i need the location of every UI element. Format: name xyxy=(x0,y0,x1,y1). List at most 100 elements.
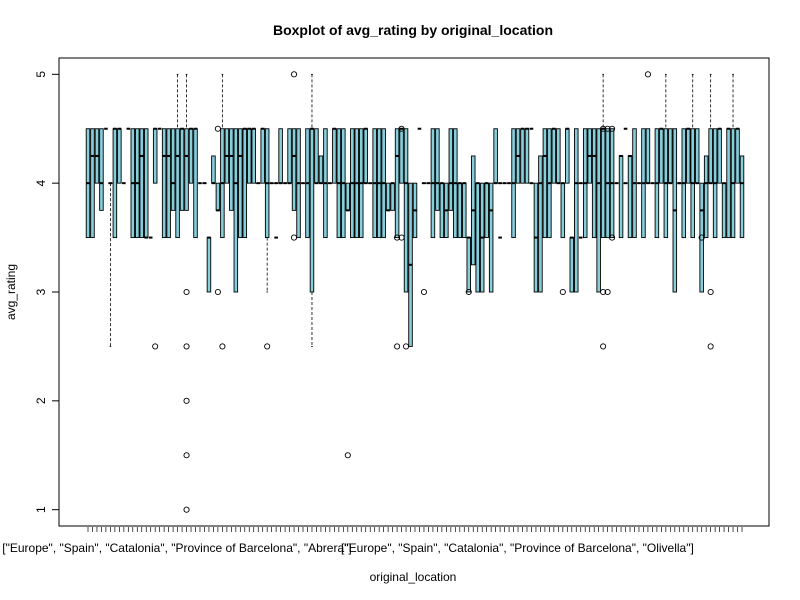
box-group xyxy=(306,129,310,238)
box-group xyxy=(162,129,166,238)
box-group xyxy=(628,156,632,238)
box-group xyxy=(118,129,122,183)
box-group xyxy=(609,126,614,240)
box-group xyxy=(557,129,561,183)
box xyxy=(395,129,399,238)
box-group xyxy=(184,74,189,512)
box-group xyxy=(521,129,525,183)
box-group xyxy=(466,238,471,295)
box-group xyxy=(215,126,220,294)
outlier-point xyxy=(153,344,158,349)
box-group xyxy=(664,74,668,237)
box xyxy=(243,129,247,238)
box xyxy=(597,129,601,292)
box xyxy=(467,238,471,292)
box-group xyxy=(601,74,606,349)
outlier-point xyxy=(601,344,606,349)
box-group xyxy=(413,183,417,237)
box-group xyxy=(288,129,292,183)
box-group xyxy=(279,129,283,183)
x-axis-label: original_location xyxy=(370,570,457,584)
outlier-point xyxy=(215,126,220,131)
box xyxy=(552,129,556,183)
box xyxy=(100,129,104,211)
box xyxy=(494,129,498,183)
box xyxy=(216,183,220,210)
box-group xyxy=(319,156,323,183)
box xyxy=(489,183,493,292)
box-group xyxy=(539,156,543,292)
box-group xyxy=(386,183,390,210)
box xyxy=(194,129,198,238)
box xyxy=(646,129,650,183)
box-group xyxy=(534,183,538,292)
outlier-point xyxy=(184,289,189,294)
box-group xyxy=(324,129,328,238)
box-group xyxy=(167,129,171,238)
box-group xyxy=(494,129,498,183)
box-group xyxy=(359,129,363,238)
box-group xyxy=(189,129,193,183)
x-axis xyxy=(88,526,742,532)
outlier-point xyxy=(708,289,713,294)
box xyxy=(686,129,690,183)
box xyxy=(162,129,166,238)
box xyxy=(333,129,337,183)
box-group xyxy=(560,183,565,294)
box-group xyxy=(225,129,229,183)
y-axis: 1 2 3 4 5 xyxy=(34,71,59,513)
box-group xyxy=(592,129,596,238)
box-group xyxy=(91,129,95,238)
box-group xyxy=(516,129,520,183)
box-group xyxy=(337,129,341,238)
box xyxy=(543,129,547,238)
box xyxy=(736,129,740,183)
box-group xyxy=(645,72,650,183)
outlier-point xyxy=(215,289,220,294)
box-group xyxy=(140,129,144,238)
box xyxy=(740,156,744,238)
box xyxy=(669,129,673,183)
box xyxy=(234,129,238,292)
box-group xyxy=(261,129,265,183)
box-group xyxy=(345,183,350,458)
box-group xyxy=(669,129,673,183)
box xyxy=(279,129,283,183)
box-group xyxy=(135,129,139,238)
y-tick-label: 5 xyxy=(34,71,48,78)
box-group xyxy=(740,156,744,238)
box-group xyxy=(489,183,493,292)
box-group xyxy=(95,129,99,183)
box xyxy=(539,156,543,292)
box xyxy=(709,129,713,183)
box-group xyxy=(731,74,735,237)
box xyxy=(700,183,704,292)
box xyxy=(247,129,251,183)
box-group xyxy=(619,156,623,238)
box xyxy=(458,183,462,237)
box-group xyxy=(673,129,677,292)
outlier-point xyxy=(184,453,189,458)
box-group xyxy=(239,129,243,238)
box-group xyxy=(436,129,440,211)
box-group xyxy=(445,183,449,237)
box-group xyxy=(315,129,319,183)
box-group xyxy=(566,129,570,183)
box-group xyxy=(642,129,646,238)
outlier-point xyxy=(220,344,225,349)
box xyxy=(239,129,243,238)
box xyxy=(261,129,265,183)
box-group xyxy=(588,129,592,183)
box-group xyxy=(113,129,117,238)
box xyxy=(207,238,211,292)
box xyxy=(561,183,565,237)
box xyxy=(718,129,722,183)
box-group xyxy=(194,129,198,238)
y-tick-label: 1 xyxy=(34,506,48,513)
outlier-point xyxy=(708,344,713,349)
box-group xyxy=(180,129,184,211)
box xyxy=(704,156,708,238)
category-labels: ["Europe", "Spain", "Catalonia", "Provin… xyxy=(2,541,694,555)
box xyxy=(449,129,453,211)
outlier-point xyxy=(403,344,408,349)
